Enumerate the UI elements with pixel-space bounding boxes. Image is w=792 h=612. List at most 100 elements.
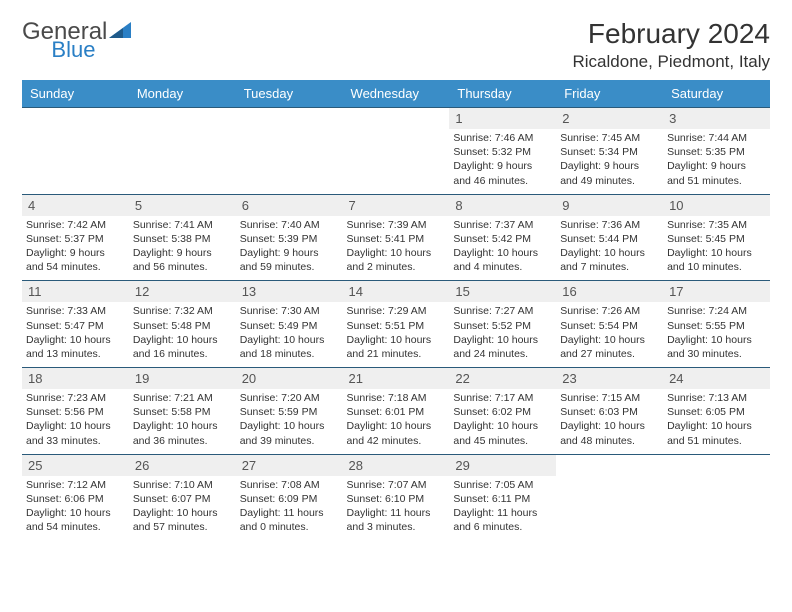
- day-details: Sunrise: 7:35 AMSunset: 5:45 PMDaylight:…: [663, 216, 770, 281]
- day-number: 24: [663, 368, 770, 389]
- calendar-cell: 4Sunrise: 7:42 AMSunset: 5:37 PMDaylight…: [22, 194, 129, 281]
- calendar-cell: 15Sunrise: 7:27 AMSunset: 5:52 PMDayligh…: [449, 281, 556, 368]
- calendar-cell: ..: [556, 454, 663, 540]
- weekday-header-row: SundayMondayTuesdayWednesdayThursdayFrid…: [22, 80, 770, 108]
- calendar-cell: ..: [236, 108, 343, 195]
- calendar-cell: 19Sunrise: 7:21 AMSunset: 5:58 PMDayligh…: [129, 368, 236, 455]
- day-details: Sunrise: 7:10 AMSunset: 6:07 PMDaylight:…: [129, 476, 236, 541]
- day-details: Sunrise: 7:39 AMSunset: 5:41 PMDaylight:…: [343, 216, 450, 281]
- weekday-header: Saturday: [663, 80, 770, 108]
- day-details: Sunrise: 7:29 AMSunset: 5:51 PMDaylight:…: [343, 302, 450, 367]
- calendar-cell: 7Sunrise: 7:39 AMSunset: 5:41 PMDaylight…: [343, 194, 450, 281]
- day-number: 2: [556, 108, 663, 129]
- day-details: Sunrise: 7:12 AMSunset: 6:06 PMDaylight:…: [22, 476, 129, 541]
- day-number: 15: [449, 281, 556, 302]
- calendar-cell: 5Sunrise: 7:41 AMSunset: 5:38 PMDaylight…: [129, 194, 236, 281]
- calendar-cell: 28Sunrise: 7:07 AMSunset: 6:10 PMDayligh…: [343, 454, 450, 540]
- calendar-cell: 18Sunrise: 7:23 AMSunset: 5:56 PMDayligh…: [22, 368, 129, 455]
- day-details: Sunrise: 7:40 AMSunset: 5:39 PMDaylight:…: [236, 216, 343, 281]
- day-number: 18: [22, 368, 129, 389]
- day-number: 7: [343, 195, 450, 216]
- day-details: Sunrise: 7:32 AMSunset: 5:48 PMDaylight:…: [129, 302, 236, 367]
- day-details: Sunrise: 7:41 AMSunset: 5:38 PMDaylight:…: [129, 216, 236, 281]
- day-details: Sunrise: 7:45 AMSunset: 5:34 PMDaylight:…: [556, 129, 663, 194]
- day-number: 14: [343, 281, 450, 302]
- calendar-week-row: 11Sunrise: 7:33 AMSunset: 5:47 PMDayligh…: [22, 281, 770, 368]
- day-number: 21: [343, 368, 450, 389]
- day-number: 1: [449, 108, 556, 129]
- day-details: Sunrise: 7:07 AMSunset: 6:10 PMDaylight:…: [343, 476, 450, 541]
- calendar-cell: 25Sunrise: 7:12 AMSunset: 6:06 PMDayligh…: [22, 454, 129, 540]
- calendar-cell: 2Sunrise: 7:45 AMSunset: 5:34 PMDaylight…: [556, 108, 663, 195]
- day-number: 10: [663, 195, 770, 216]
- day-number: 12: [129, 281, 236, 302]
- day-details: Sunrise: 7:18 AMSunset: 6:01 PMDaylight:…: [343, 389, 450, 454]
- day-number: 8: [449, 195, 556, 216]
- day-details: Sunrise: 7:46 AMSunset: 5:32 PMDaylight:…: [449, 129, 556, 194]
- weekday-header: Tuesday: [236, 80, 343, 108]
- calendar-cell: 9Sunrise: 7:36 AMSunset: 5:44 PMDaylight…: [556, 194, 663, 281]
- title-block: February 2024 Ricaldone, Piedmont, Italy: [573, 18, 771, 72]
- calendar-cell: 21Sunrise: 7:18 AMSunset: 6:01 PMDayligh…: [343, 368, 450, 455]
- weekday-header: Friday: [556, 80, 663, 108]
- day-number: 5: [129, 195, 236, 216]
- day-number: 6: [236, 195, 343, 216]
- calendar-cell: 17Sunrise: 7:24 AMSunset: 5:55 PMDayligh…: [663, 281, 770, 368]
- calendar-cell: 11Sunrise: 7:33 AMSunset: 5:47 PMDayligh…: [22, 281, 129, 368]
- logo-triangle-icon: [109, 20, 131, 45]
- logo: General Blue: [22, 18, 179, 46]
- day-number: 29: [449, 455, 556, 476]
- calendar-cell: 14Sunrise: 7:29 AMSunset: 5:51 PMDayligh…: [343, 281, 450, 368]
- day-details: Sunrise: 7:21 AMSunset: 5:58 PMDaylight:…: [129, 389, 236, 454]
- day-number: 9: [556, 195, 663, 216]
- day-number: 27: [236, 455, 343, 476]
- day-details: Sunrise: 7:36 AMSunset: 5:44 PMDaylight:…: [556, 216, 663, 281]
- weekday-header: Thursday: [449, 80, 556, 108]
- day-details: Sunrise: 7:42 AMSunset: 5:37 PMDaylight:…: [22, 216, 129, 281]
- calendar-week-row: 4Sunrise: 7:42 AMSunset: 5:37 PMDaylight…: [22, 194, 770, 281]
- day-number: 3: [663, 108, 770, 129]
- day-details: Sunrise: 7:27 AMSunset: 5:52 PMDaylight:…: [449, 302, 556, 367]
- weekday-header: Sunday: [22, 80, 129, 108]
- calendar-cell: 1Sunrise: 7:46 AMSunset: 5:32 PMDaylight…: [449, 108, 556, 195]
- calendar-cell: 12Sunrise: 7:32 AMSunset: 5:48 PMDayligh…: [129, 281, 236, 368]
- calendar-cell: ..: [129, 108, 236, 195]
- calendar-cell: 29Sunrise: 7:05 AMSunset: 6:11 PMDayligh…: [449, 454, 556, 540]
- day-details: Sunrise: 7:33 AMSunset: 5:47 PMDaylight:…: [22, 302, 129, 367]
- day-number: 11: [22, 281, 129, 302]
- calendar-cell: 10Sunrise: 7:35 AMSunset: 5:45 PMDayligh…: [663, 194, 770, 281]
- calendar-cell: ..: [663, 454, 770, 540]
- calendar-cell: 8Sunrise: 7:37 AMSunset: 5:42 PMDaylight…: [449, 194, 556, 281]
- calendar-cell: 27Sunrise: 7:08 AMSunset: 6:09 PMDayligh…: [236, 454, 343, 540]
- day-details: Sunrise: 7:13 AMSunset: 6:05 PMDaylight:…: [663, 389, 770, 454]
- day-number: 16: [556, 281, 663, 302]
- day-details: Sunrise: 7:44 AMSunset: 5:35 PMDaylight:…: [663, 129, 770, 194]
- calendar-cell: ..: [343, 108, 450, 195]
- day-number: 22: [449, 368, 556, 389]
- calendar-body: ........1Sunrise: 7:46 AMSunset: 5:32 PM…: [22, 108, 770, 541]
- calendar-cell: 20Sunrise: 7:20 AMSunset: 5:59 PMDayligh…: [236, 368, 343, 455]
- calendar-week-row: 18Sunrise: 7:23 AMSunset: 5:56 PMDayligh…: [22, 368, 770, 455]
- day-details: Sunrise: 7:15 AMSunset: 6:03 PMDaylight:…: [556, 389, 663, 454]
- day-details: Sunrise: 7:26 AMSunset: 5:54 PMDaylight:…: [556, 302, 663, 367]
- day-details: Sunrise: 7:08 AMSunset: 6:09 PMDaylight:…: [236, 476, 343, 541]
- day-details: Sunrise: 7:37 AMSunset: 5:42 PMDaylight:…: [449, 216, 556, 281]
- calendar-week-row: 25Sunrise: 7:12 AMSunset: 6:06 PMDayligh…: [22, 454, 770, 540]
- day-details: Sunrise: 7:17 AMSunset: 6:02 PMDaylight:…: [449, 389, 556, 454]
- header-row: General Blue February 2024 Ricaldone, Pi…: [22, 18, 770, 72]
- calendar-cell: 24Sunrise: 7:13 AMSunset: 6:05 PMDayligh…: [663, 368, 770, 455]
- day-details: Sunrise: 7:24 AMSunset: 5:55 PMDaylight:…: [663, 302, 770, 367]
- calendar-cell: 26Sunrise: 7:10 AMSunset: 6:07 PMDayligh…: [129, 454, 236, 540]
- weekday-header: Monday: [129, 80, 236, 108]
- location-title: Ricaldone, Piedmont, Italy: [573, 52, 771, 72]
- day-number: 13: [236, 281, 343, 302]
- calendar-table: SundayMondayTuesdayWednesdayThursdayFrid…: [22, 80, 770, 540]
- day-details: Sunrise: 7:20 AMSunset: 5:59 PMDaylight:…: [236, 389, 343, 454]
- day-number: 25: [22, 455, 129, 476]
- month-title: February 2024: [573, 18, 771, 50]
- calendar-cell: ..: [22, 108, 129, 195]
- logo-text-2: Blue: [51, 37, 95, 63]
- day-number: 28: [343, 455, 450, 476]
- calendar-week-row: ........1Sunrise: 7:46 AMSunset: 5:32 PM…: [22, 108, 770, 195]
- day-number: 17: [663, 281, 770, 302]
